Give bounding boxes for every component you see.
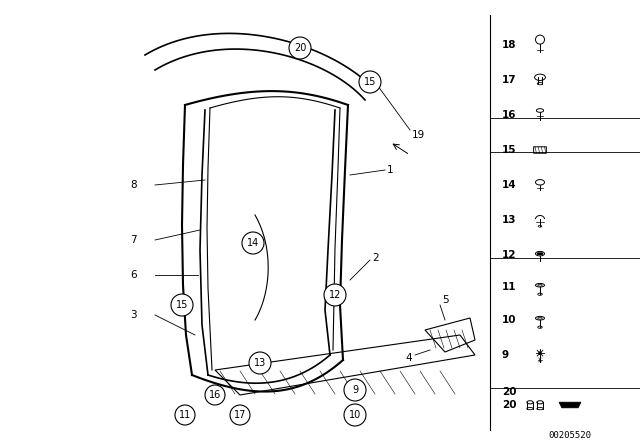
Polygon shape (559, 402, 581, 408)
Text: 4: 4 (405, 353, 412, 363)
Circle shape (175, 405, 195, 425)
Text: 15: 15 (502, 145, 516, 155)
Text: 13: 13 (254, 358, 266, 368)
Text: 17: 17 (502, 75, 516, 85)
Circle shape (344, 404, 366, 426)
Text: 16: 16 (502, 110, 516, 120)
Text: 13: 13 (502, 215, 516, 225)
Circle shape (539, 352, 541, 354)
Text: 11: 11 (179, 410, 191, 420)
Circle shape (541, 253, 543, 254)
Circle shape (359, 71, 381, 93)
Circle shape (289, 37, 311, 59)
Text: 12: 12 (502, 250, 516, 260)
Circle shape (249, 352, 271, 374)
Text: 18: 18 (502, 40, 516, 50)
Text: 19: 19 (412, 130, 425, 140)
Text: 20: 20 (502, 400, 516, 410)
Text: 20: 20 (294, 43, 306, 53)
Text: 00205520: 00205520 (548, 431, 591, 440)
Circle shape (171, 294, 193, 316)
Text: 8: 8 (130, 180, 136, 190)
Circle shape (540, 253, 541, 254)
Text: 3: 3 (130, 310, 136, 320)
Text: 9: 9 (502, 350, 509, 360)
Text: 15: 15 (364, 77, 376, 87)
Circle shape (344, 379, 366, 401)
Text: 1: 1 (387, 165, 394, 175)
Text: 5: 5 (442, 295, 449, 305)
Circle shape (538, 253, 539, 254)
Text: 12: 12 (329, 290, 341, 300)
Circle shape (324, 284, 346, 306)
Text: 20: 20 (502, 387, 516, 397)
Text: 10: 10 (349, 410, 361, 420)
Text: 10: 10 (502, 315, 516, 325)
Circle shape (205, 385, 225, 405)
Text: 15: 15 (176, 300, 188, 310)
Text: 6: 6 (130, 270, 136, 280)
Text: 2: 2 (372, 253, 379, 263)
Text: 16: 16 (209, 390, 221, 400)
Text: 14: 14 (247, 238, 259, 248)
Text: 17: 17 (234, 410, 246, 420)
Circle shape (230, 405, 250, 425)
Text: 11: 11 (502, 282, 516, 292)
Text: 14: 14 (502, 180, 516, 190)
Text: 7: 7 (130, 235, 136, 245)
Circle shape (242, 232, 264, 254)
Text: 9: 9 (352, 385, 358, 395)
